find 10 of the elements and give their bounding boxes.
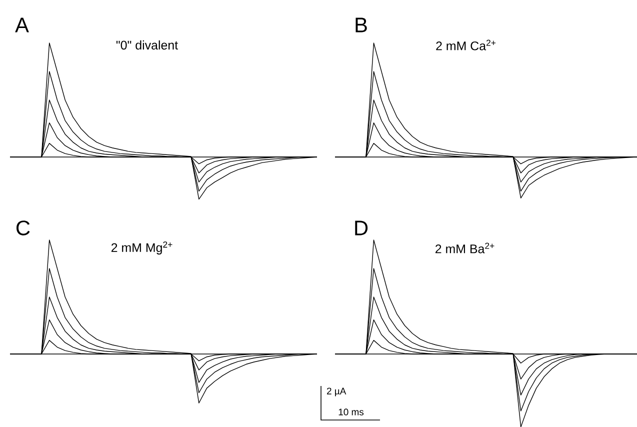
- annotation: 2 µA: [326, 388, 346, 396]
- text: C: [16, 220, 30, 236]
- chart-title: 2 mM Mg$^{2+}$: [111, 241, 172, 254]
- text: D: [355, 220, 368, 236]
- annotation: 10 ms: [338, 408, 364, 416]
- text: A: [15, 18, 29, 32]
- chart-title: 2 mM Ba$^{2+}$: [436, 242, 494, 254]
- text: B: [356, 18, 367, 32]
- chart-title: "0" divalent: [116, 40, 178, 50]
- chart-title: 2 mM Ca$^{2+}$: [436, 40, 496, 50]
